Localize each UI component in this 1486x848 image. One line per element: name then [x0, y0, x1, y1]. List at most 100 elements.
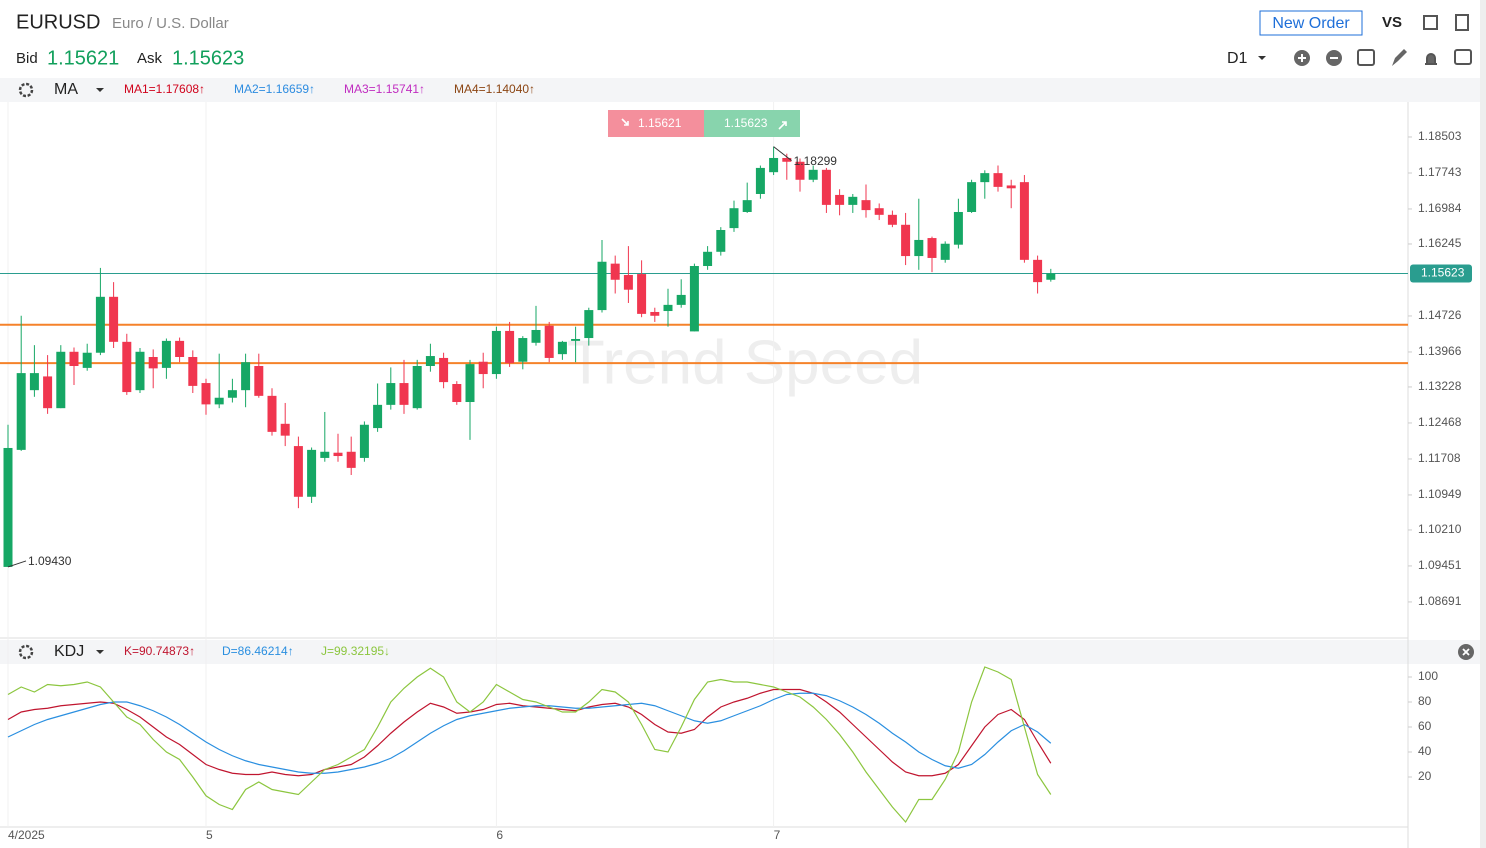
candle-body [571, 338, 581, 341]
buy-price: 1.15623 [724, 116, 768, 130]
candle-body [82, 352, 92, 368]
candle-body [663, 304, 673, 312]
candle-body [505, 330, 515, 364]
candle-body [953, 211, 963, 245]
candle-body [280, 423, 290, 436]
candle-body [122, 341, 132, 393]
candle-body [412, 365, 422, 409]
candle-body [927, 238, 937, 258]
ma-value: MA3=1.15741↑ [344, 82, 425, 96]
last-price-badge [1410, 264, 1472, 283]
candle-body [755, 167, 765, 194]
x-tick-label: 7 [774, 828, 781, 842]
fullscreen-icon[interactable] [1423, 15, 1438, 30]
candle-body [399, 383, 409, 405]
y-tick-label: 80 [1418, 694, 1432, 708]
y-tick-label: 1.09451 [1418, 558, 1462, 572]
y-tick-label: 60 [1418, 719, 1432, 733]
ma-bar [0, 78, 1486, 102]
candle-body [214, 397, 224, 405]
candle-body [637, 274, 647, 314]
toolbar-icons [1258, 14, 1472, 66]
candle-body [320, 451, 330, 458]
candle-body [346, 451, 356, 468]
candle-body [808, 169, 818, 180]
x-tick-label: 5 [206, 828, 213, 842]
candle-body [241, 362, 251, 391]
layout-icon[interactable] [1357, 49, 1375, 66]
y-tick-label: 1.16984 [1418, 201, 1462, 215]
x-tick-label: 6 [496, 828, 503, 842]
close-glyph [1462, 648, 1470, 656]
kdj-bar [0, 640, 1486, 664]
candle-body [914, 239, 924, 257]
y-tick-label: 1.13966 [1418, 344, 1462, 358]
candle-body [1006, 185, 1016, 189]
legend-entry: J=99.32195↓ [321, 644, 390, 658]
candle-body [201, 383, 211, 405]
timeframe-dropdown[interactable] [1258, 56, 1266, 60]
candle-body [742, 200, 752, 212]
kdj-name: KDJ [54, 643, 84, 660]
candle-body [610, 263, 620, 280]
candle-body [848, 196, 858, 205]
candle-body [967, 182, 977, 212]
candle-body [518, 338, 528, 362]
candle-body [874, 208, 884, 215]
indicator-icon[interactable] [1454, 49, 1472, 65]
candle-body [148, 356, 158, 369]
candle-body [16, 373, 26, 450]
y-tick-label: 1.10949 [1418, 487, 1462, 501]
candle-body [452, 384, 462, 403]
sell-button[interactable] [608, 110, 704, 137]
draw-icon[interactable] [1392, 49, 1407, 66]
candle-body [175, 340, 185, 357]
legend-entry: D=86.46214↑ [222, 644, 294, 658]
candle-body [254, 365, 264, 396]
scrollbar [1480, 0, 1486, 848]
alert-icon[interactable] [1425, 53, 1437, 65]
candle-body [43, 376, 53, 409]
y-tick-label: 40 [1418, 744, 1432, 758]
candle-body [465, 364, 475, 403]
candle-body [56, 351, 66, 409]
panel-icon[interactable] [1455, 14, 1469, 31]
candle-body [109, 296, 119, 342]
new-order-button[interactable]: New Order [1259, 10, 1363, 36]
ma-name: MA [54, 81, 78, 98]
candle-body [861, 200, 871, 211]
candle-body [267, 395, 277, 432]
candle-body [531, 329, 541, 343]
y-tick-label: 20 [1418, 769, 1432, 783]
candle-body [650, 311, 660, 316]
vs-button[interactable]: VS [1382, 14, 1402, 31]
bid-label: Bid [16, 50, 38, 67]
candle-body [439, 357, 449, 383]
y-tick-label: 1.18503 [1418, 129, 1462, 143]
ma-settings[interactable] [18, 82, 34, 98]
min-label: 1.09430 [28, 554, 72, 568]
candle-body [478, 361, 488, 375]
candle-body [491, 330, 501, 375]
candle-body [703, 251, 713, 267]
candle-body [584, 310, 594, 339]
candle-body [161, 340, 171, 368]
buy-arrow [778, 121, 787, 130]
candle-body [307, 449, 317, 497]
timeframe[interactable]: D1 [1227, 50, 1248, 67]
max-label: 1.18299 [794, 154, 838, 168]
y-tick-label: 1.16245 [1418, 236, 1462, 250]
candle-body [227, 390, 237, 398]
bid: 1.15621 [47, 47, 119, 69]
y-tick-label: 1.17743 [1418, 165, 1462, 179]
candle-body [95, 296, 105, 353]
candle-body [887, 214, 897, 225]
y-tick-label: 1.13228 [1418, 379, 1462, 393]
candle-body [993, 173, 1003, 187]
kdj-settings[interactable] [18, 644, 34, 660]
button-text: New Order [1272, 15, 1350, 32]
y-tick-label: 1.08691 [1418, 594, 1462, 608]
ask-label: Ask [137, 50, 163, 67]
ma-value: MA1=1.17608↑ [124, 82, 205, 96]
